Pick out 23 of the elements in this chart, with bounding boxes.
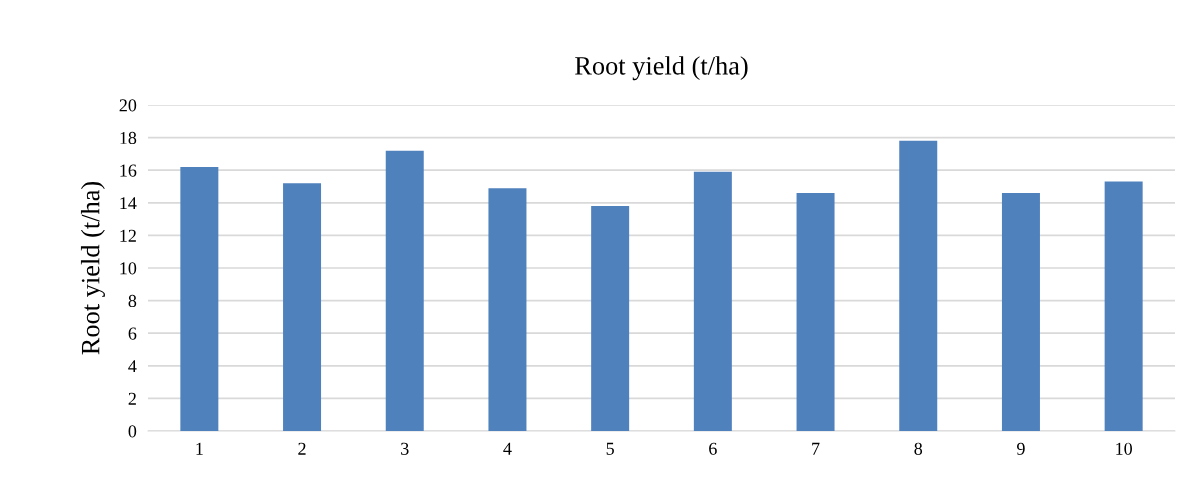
x-tick-label: 10 (1116, 442, 1132, 455)
x-tick-label: 2 (298, 442, 306, 455)
x-tick-label: 1 (196, 442, 203, 455)
y-tick-label: 8 (128, 294, 137, 308)
x-tick-label: 9 (1017, 442, 1025, 455)
x-tick-label: 6 (709, 442, 717, 455)
x-tick-label: 3 (401, 442, 409, 455)
y-tick-label: 0 (128, 425, 137, 438)
y-tick-label: 14 (120, 197, 137, 210)
y-tick-label: 16 (120, 164, 137, 177)
y-tick-label: 6 (128, 327, 137, 340)
y-tick-label: 12 (120, 229, 136, 242)
y-tick-label: 10 (120, 262, 137, 275)
x-tick-label: 5 (606, 442, 614, 455)
x-tick-label: 4 (503, 442, 512, 455)
y-axis-title: Root yield (t/ha) (80, 181, 105, 355)
y-tick-label: 18 (120, 131, 137, 145)
y-tick-label: 4 (128, 360, 137, 373)
y-tick-label: 2 (128, 392, 136, 405)
x-tick-label: 7 (812, 442, 820, 455)
y-tick-label: 20 (119, 99, 137, 112)
x-tick-label: 8 (914, 442, 923, 455)
chart-title: Root yield (t/ha) (575, 56, 748, 81)
